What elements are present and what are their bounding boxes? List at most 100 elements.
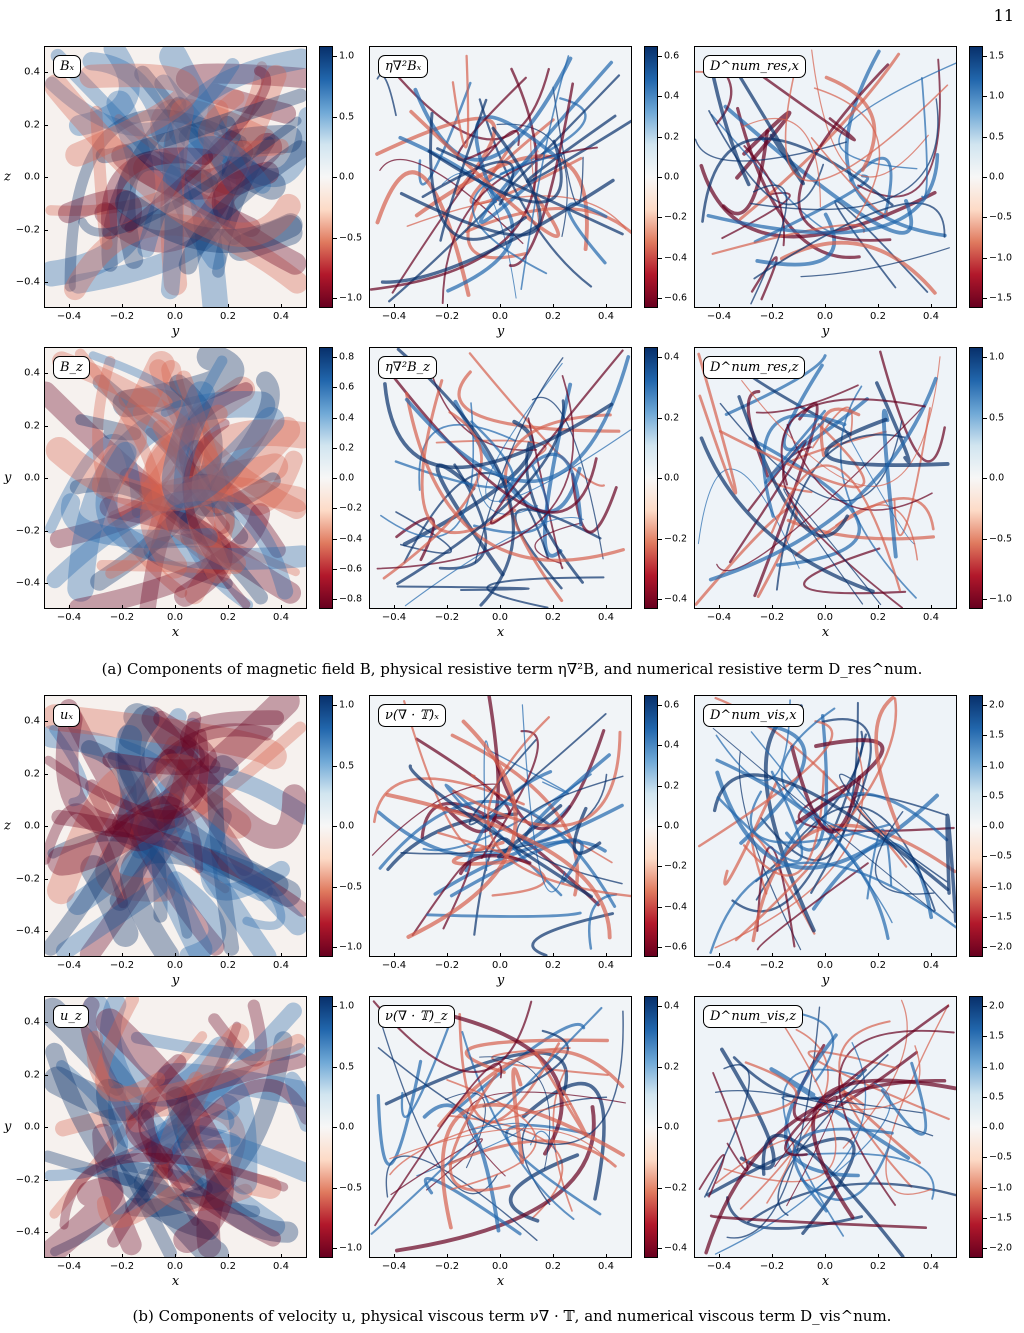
colorbar-tick-mark [983, 599, 987, 600]
x-tick-label: 0.2 [220, 960, 236, 971]
x-tick-mark [931, 953, 932, 957]
x-tick-label: −0.4 [706, 1261, 732, 1272]
y-tick-mark [44, 478, 48, 479]
x-tick-mark [878, 304, 879, 308]
colorbar-tick-mark [983, 357, 987, 358]
x-tick-label: 0.4 [923, 1261, 939, 1272]
x-tick-label: −0.4 [381, 1261, 407, 1272]
x-tick-label: −0.4 [56, 1261, 82, 1272]
x-tick-label: 0.2 [545, 960, 561, 971]
x-axis-label: x [496, 625, 505, 640]
colorbar-tick-mark [658, 177, 662, 178]
caption-b: (b) Components of velocity u, physical v… [132, 1307, 892, 1325]
colorbar-tick-mark [333, 56, 337, 57]
x-tick-mark [175, 304, 176, 308]
colorbar-tick-label: 1.0 [989, 760, 1005, 771]
y-tick-mark [44, 229, 48, 231]
x-tick-mark [878, 953, 879, 957]
x-axis-label: y [821, 973, 830, 988]
panel-label: D^num_vis,z [703, 1005, 804, 1028]
field-image: D^num_vis,x [694, 695, 957, 957]
colorbar-tick-label: 0.0 [664, 472, 680, 484]
x-tick-mark [281, 953, 282, 957]
y-tick-label: 0.4 [24, 367, 40, 379]
x-tick-label: 0.4 [598, 1261, 614, 1272]
colorbar-tick-label: 0.0 [989, 472, 1005, 484]
y-tick-mark [44, 1074, 48, 1076]
colorbar-tick-mark [333, 116, 337, 118]
x-tick-mark [500, 953, 501, 957]
colorbar-tick-mark [658, 1006, 662, 1007]
colorbar-tick-mark [658, 745, 662, 747]
colorbar-tick-label: −0.2 [664, 860, 688, 872]
colorbar-tick-mark [333, 447, 337, 449]
colorbar [319, 46, 333, 308]
y-tick-mark [44, 124, 48, 126]
colorbar-tick-mark [983, 826, 987, 827]
colorbar-tick-mark [983, 136, 987, 138]
x-tick-mark [931, 304, 932, 308]
colorbar-tick-label: −1.0 [989, 252, 1013, 264]
x-tick-label: −0.2 [109, 612, 135, 623]
colorbar-tick-mark [983, 298, 987, 299]
colorbar-tick-label: 0.4 [664, 739, 680, 751]
field-image: D^num_res,x [694, 46, 957, 308]
y-tick-mark [44, 1179, 48, 1181]
colorbar-tick-mark [333, 298, 337, 299]
colorbar-tick-label: −0.6 [664, 941, 688, 953]
panel-label: B_z [53, 356, 90, 379]
colorbar-tick-mark [658, 357, 662, 358]
colorbar-tick-mark [983, 795, 987, 797]
colorbar-tick-label: −1.0 [989, 1182, 1013, 1193]
colorbar-tick-label: −1.0 [989, 593, 1013, 605]
panel-label: Bₓ [53, 55, 82, 78]
colorbar-tick-mark [658, 298, 662, 299]
colorbar-tick-mark [983, 1127, 987, 1128]
x-tick-mark [500, 304, 501, 308]
colorbar [644, 347, 658, 609]
colorbar [319, 996, 333, 1258]
x-tick-label: 0.0 [492, 1261, 508, 1272]
colorbar-tick-label: 0.0 [989, 1121, 1005, 1133]
x-tick-label: −0.2 [109, 311, 135, 322]
colorbar-tick-label: −1.0 [989, 881, 1013, 892]
panel-label: η∇²B_z [378, 356, 437, 379]
x-tick-label: −0.4 [56, 612, 82, 623]
colorbar-tick-mark [333, 705, 337, 706]
colorbar-tick-mark [658, 217, 662, 219]
x-tick-label: −0.2 [109, 960, 135, 971]
colorbar-tick-label: −0.2 [664, 533, 688, 544]
x-axis-label: x [496, 1274, 505, 1289]
colorbar-tick-label: −0.6 [664, 292, 688, 304]
colorbar-tick-mark [333, 765, 337, 767]
x-tick-label: −0.4 [56, 960, 82, 971]
x-tick-mark [122, 304, 123, 308]
colorbar-tick-mark [983, 1066, 987, 1068]
colorbar-tick-label: 0.2 [664, 412, 680, 423]
x-tick-label: −0.4 [381, 612, 407, 623]
y-tick-label: 0.0 [24, 472, 40, 484]
colorbar [969, 996, 983, 1258]
x-tick-mark [606, 953, 607, 957]
y-tick-label: 0.2 [24, 420, 40, 431]
colorbar-tick-mark [658, 538, 662, 540]
colorbar-tick-label: −0.5 [339, 881, 363, 892]
field-image: u_z [44, 996, 307, 1258]
colorbar-tick-label: −1.5 [989, 1212, 1013, 1224]
y-tick-mark [44, 721, 48, 722]
x-tick-label: 0.0 [167, 1261, 183, 1272]
x-tick-mark [825, 1254, 826, 1258]
colorbar-tick-label: 0.8 [339, 351, 355, 363]
colorbar-tick-label: −0.4 [664, 901, 688, 913]
colorbar-tick-mark [333, 357, 337, 358]
x-tick-mark [175, 1254, 176, 1258]
x-tick-label: −0.2 [434, 1261, 460, 1272]
y-tick-label: 0.0 [24, 1121, 40, 1133]
colorbar-tick-mark [983, 1187, 987, 1189]
panel-label: D^num_res,x [703, 55, 806, 78]
colorbar-tick-mark [983, 1157, 987, 1159]
colorbar-tick-label: 0.5 [339, 760, 355, 771]
x-axis-label: y [496, 324, 505, 339]
colorbar-tick-label: −0.2 [339, 502, 363, 514]
x-tick-label: −0.2 [759, 960, 785, 971]
